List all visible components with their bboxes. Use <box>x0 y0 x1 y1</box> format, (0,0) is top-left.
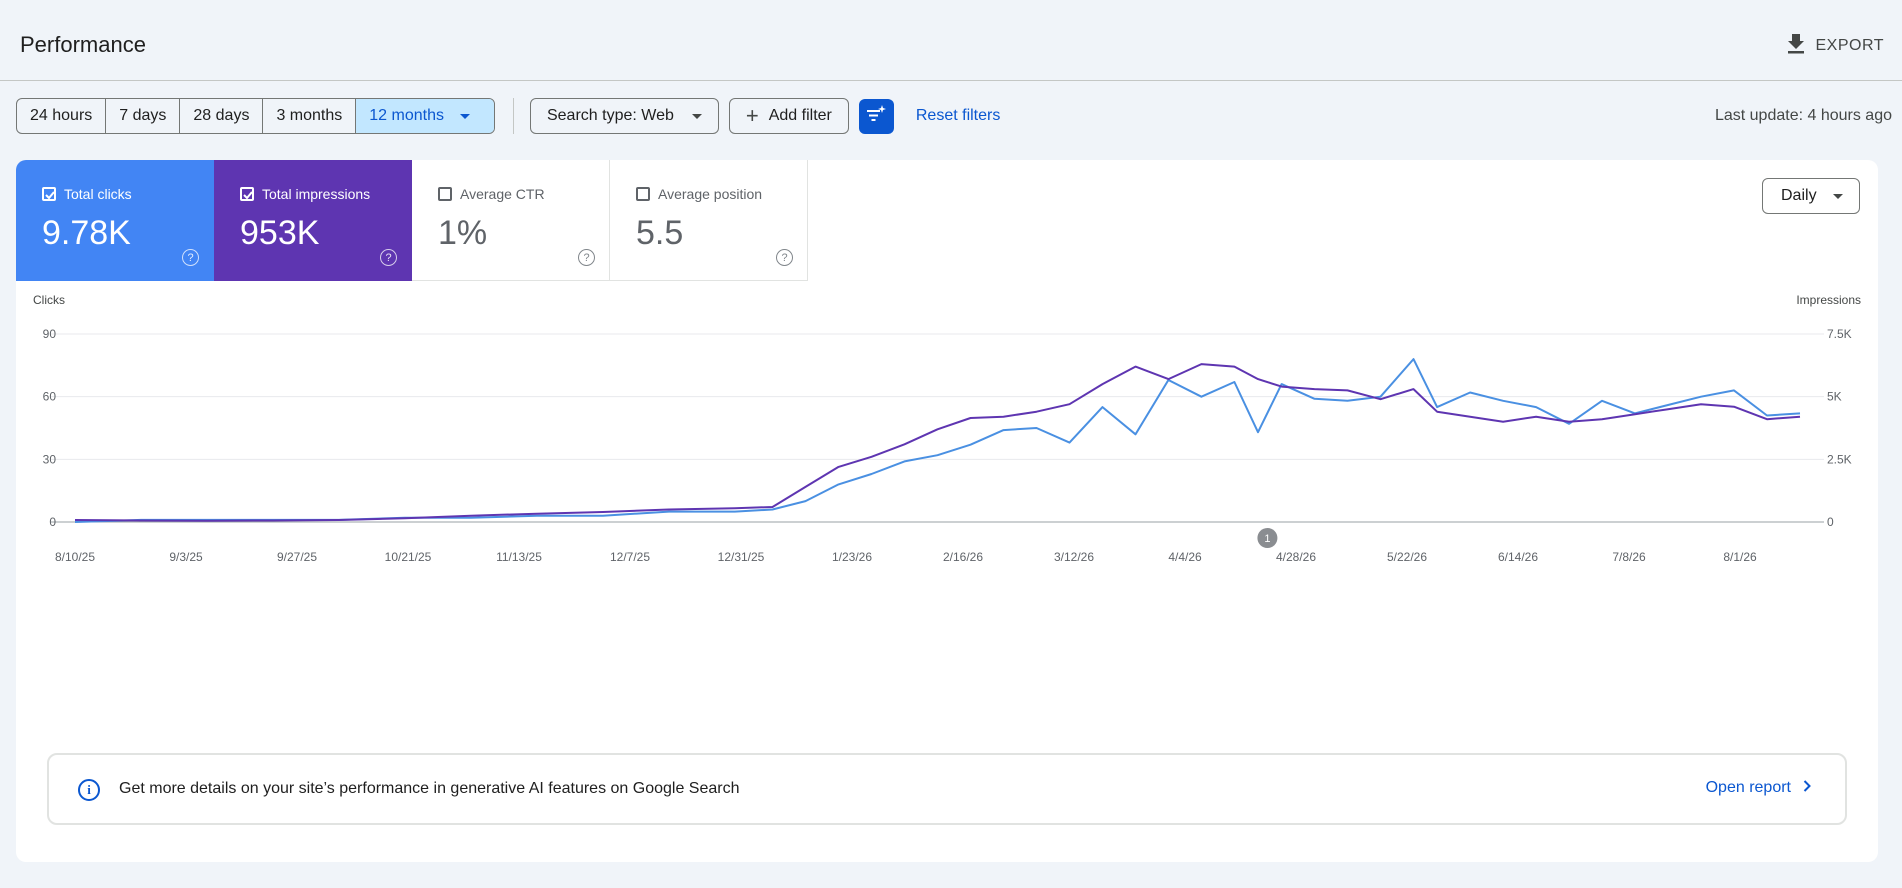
y-axis-title-right: Impressions <box>1796 293 1861 307</box>
metric-label: Average CTR <box>460 186 545 202</box>
x-tick-label: 3/12/26 <box>1054 550 1094 564</box>
checkbox-unchecked-icon[interactable] <box>636 187 650 201</box>
x-tick-label: 6/14/26 <box>1498 550 1538 564</box>
clicks-series-line <box>74 358 1801 523</box>
range-28-days[interactable]: 28 days <box>180 99 264 133</box>
range-7-days[interactable]: 7 days <box>106 99 181 133</box>
x-tick-label: 4/4/26 <box>1168 550 1202 564</box>
info-icon: i <box>78 779 100 801</box>
range-24-hours[interactable]: 24 hours <box>17 99 107 133</box>
chevron-right-icon <box>1803 779 1811 797</box>
granularity-dropdown[interactable]: Daily <box>1762 178 1860 214</box>
x-tick-label: 8/10/25 <box>55 550 95 564</box>
chevron-down-icon <box>1832 193 1843 199</box>
page-header: Performance EXPORT <box>0 0 1902 81</box>
y-tick-label-right: 7.5K <box>1827 327 1852 341</box>
metric-total-impressions[interactable]: Total impressions 953K ? <box>214 160 412 281</box>
y-tick-label-left: 60 <box>43 390 57 404</box>
help-icon[interactable]: ? <box>578 249 595 266</box>
banner-message: Get more details on your site’s performa… <box>119 780 740 797</box>
x-tick-label: 4/28/26 <box>1276 550 1316 564</box>
x-tick-label: 7/8/26 <box>1612 550 1646 564</box>
y-tick-label-right: 5K <box>1827 390 1842 404</box>
metric-value: 9.78K <box>42 214 131 252</box>
filter-settings-button[interactable] <box>858 98 894 134</box>
x-tick-label: 8/1/26 <box>1723 550 1757 564</box>
add-filter-button[interactable]: + Add filter <box>728 98 849 134</box>
x-tick-label: 11/13/25 <box>496 550 542 564</box>
y-tick-label-left: 90 <box>43 327 57 341</box>
y-tick-label-right: 2.5K <box>1827 452 1852 466</box>
x-tick-label: 12/31/25 <box>718 550 765 564</box>
last-update-text: Last update: 4 hours ago <box>1714 107 1892 124</box>
ai-features-banner: i Get more details on your site’s perfor… <box>47 753 1847 825</box>
metric-value: 5.5 <box>636 214 684 252</box>
metric-value: 1% <box>438 214 488 252</box>
y-axis-title-left: Clicks <box>33 293 65 307</box>
checkbox-checked-icon[interactable] <box>240 187 254 201</box>
help-icon[interactable]: ? <box>182 249 199 266</box>
export-label: EXPORT <box>1815 36 1884 54</box>
page-title: Performance <box>20 32 146 57</box>
y-tick-label-right: 0 <box>1827 515 1834 529</box>
export-button[interactable]: EXPORT <box>1786 32 1885 59</box>
metric-label: Total impressions <box>262 186 371 202</box>
metric-value: 953K <box>240 214 320 252</box>
download-icon <box>1786 32 1806 59</box>
x-tick-label: 12/7/25 <box>610 550 650 564</box>
help-icon[interactable]: ? <box>776 249 793 266</box>
filter-toolbar: 24 hours 7 days 28 days 3 months 12 mont… <box>16 98 1000 134</box>
x-tick-label: 2/16/26 <box>943 550 983 564</box>
metric-total-clicks[interactable]: Total clicks 9.78K ? <box>16 160 214 281</box>
performance-chart[interactable]: Clicks Impressions 0 30 60 90 0 2.5K 5K 7.5K 8/10/… <box>16 160 1878 610</box>
reset-filters-link[interactable]: Reset filters <box>915 107 1001 124</box>
annotation-marker <box>1257 528 1278 548</box>
plus-icon: + <box>745 103 759 128</box>
checkbox-checked-icon[interactable] <box>42 187 56 201</box>
x-tick-label: 9/3/25 <box>169 550 203 564</box>
search-type-dropdown[interactable]: Search type: Web <box>529 98 719 134</box>
range-3-months[interactable]: 3 months <box>263 99 357 133</box>
y-tick-label-left: 30 <box>43 452 57 466</box>
y-tick-label-left: 0 <box>49 515 56 529</box>
x-tick-label: 10/21/25 <box>385 550 432 564</box>
performance-card: Total clicks 9.78K ? Total impressions 9… <box>16 160 1878 862</box>
checkbox-unchecked-icon[interactable] <box>438 187 452 201</box>
filter-sparkle-icon <box>866 104 887 128</box>
open-report-link[interactable]: Open report <box>1706 779 1811 797</box>
range-12-months[interactable]: 12 months <box>356 99 494 133</box>
metric-label: Average position <box>658 186 763 202</box>
x-tick-label: 5/22/26 <box>1387 550 1427 564</box>
chevron-down-icon <box>459 113 470 119</box>
help-icon[interactable]: ? <box>380 249 397 266</box>
metric-label: Total clicks <box>64 186 132 202</box>
chevron-down-icon <box>691 113 702 119</box>
metric-tabs: Total clicks 9.78K ? Total impressions 9… <box>16 160 808 281</box>
annotation-label: 1 <box>1264 533 1270 545</box>
metric-average-position[interactable]: Average position 5.5 ? <box>610 160 808 281</box>
date-range-selector: 24 hours 7 days 28 days 3 months 12 mont… <box>16 98 495 134</box>
impressions-series-line <box>74 363 1801 522</box>
x-tick-label: 9/27/25 <box>277 550 317 564</box>
x-tick-label: 1/23/26 <box>832 550 872 564</box>
toolbar-divider <box>512 98 514 134</box>
metric-average-ctr[interactable]: Average CTR 1% ? <box>412 160 610 281</box>
